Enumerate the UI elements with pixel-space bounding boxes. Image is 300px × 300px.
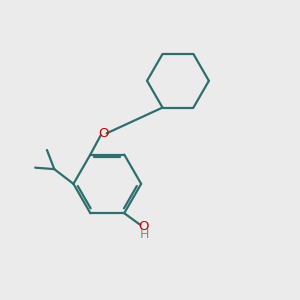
Text: O: O [98, 128, 109, 140]
Text: H: H [139, 228, 149, 241]
Text: O: O [139, 220, 149, 233]
